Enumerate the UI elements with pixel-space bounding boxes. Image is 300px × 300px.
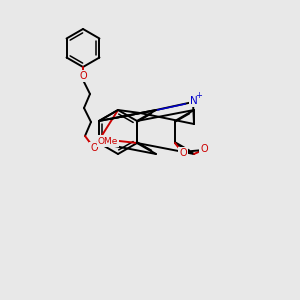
Text: OMe: OMe: [98, 136, 118, 146]
Text: N: N: [190, 96, 198, 106]
Text: O: O: [79, 71, 87, 81]
Text: +: +: [196, 91, 202, 100]
Text: O: O: [200, 144, 208, 154]
Text: O: O: [179, 148, 187, 158]
Text: O: O: [90, 143, 98, 153]
